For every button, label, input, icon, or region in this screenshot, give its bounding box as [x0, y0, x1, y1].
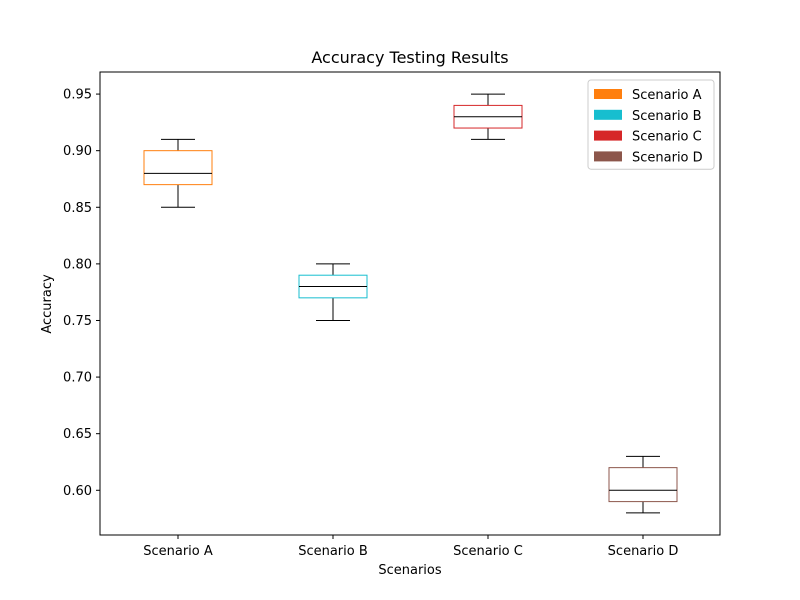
y-tick-label: 0.65: [63, 427, 92, 442]
y-tick-label: 0.85: [63, 201, 92, 216]
iqr-box: [143, 150, 213, 186]
y-tick-label: 0.95: [63, 88, 92, 103]
box-4: [608, 455, 678, 514]
chart-title: Accuracy Testing Results: [311, 48, 508, 67]
legend-label: Scenario C: [632, 130, 702, 145]
plot-area: 0.60 0.65 0.70 0.75 0.80 0.85 0.90 0.95 Scenario…: [63, 71, 721, 559]
y-tick-label: 0.80: [63, 257, 92, 272]
legend-swatch: [594, 130, 622, 141]
y-tick-label: 0.60: [63, 484, 92, 499]
legend: Scenario A Scenario B Scenario C Scenario D: [587, 79, 715, 170]
box-3: [453, 93, 523, 140]
box-2: [298, 263, 368, 321]
legend-swatch: [594, 89, 622, 99]
legend-swatch: [594, 151, 622, 162]
y-tick-label: 0.75: [63, 314, 92, 329]
legend-label: Scenario D: [632, 150, 703, 165]
iqr-box: [608, 467, 678, 503]
axes-frame: [99, 71, 721, 536]
legend-label: Scenario A: [632, 88, 702, 103]
x-axis-title: Scenarios: [378, 563, 442, 578]
y-axis-title: Accuracy: [40, 274, 55, 334]
legend-label: Scenario B: [632, 109, 702, 124]
y-tick-label: 0.70: [63, 371, 92, 386]
x-tick-label: Scenario D: [608, 544, 679, 559]
legend-frame: [587, 79, 715, 170]
x-tick-label: Scenario A: [143, 544, 213, 559]
box-1: [143, 138, 213, 208]
x-tick-label: Scenario B: [298, 544, 368, 559]
x-tick-label: Scenario C: [453, 544, 523, 559]
y-tick-label: 0.90: [63, 144, 92, 159]
legend-swatch: [594, 109, 622, 120]
